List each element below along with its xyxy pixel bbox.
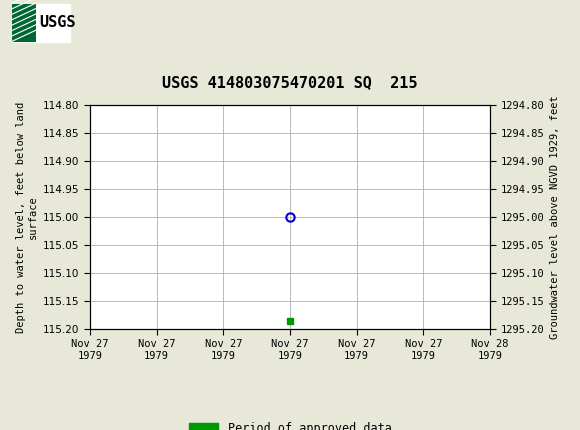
Legend: Period of approved data: Period of approved data bbox=[184, 417, 396, 430]
Text: USGS: USGS bbox=[39, 15, 76, 30]
Bar bbox=[12, 3, 36, 42]
Bar bbox=[12, 3, 70, 42]
Y-axis label: Depth to water level, feet below land
surface: Depth to water level, feet below land su… bbox=[16, 101, 38, 333]
Y-axis label: Groundwater level above NGVD 1929, feet: Groundwater level above NGVD 1929, feet bbox=[550, 95, 560, 339]
Text: USGS 414803075470201 SQ  215: USGS 414803075470201 SQ 215 bbox=[162, 75, 418, 90]
